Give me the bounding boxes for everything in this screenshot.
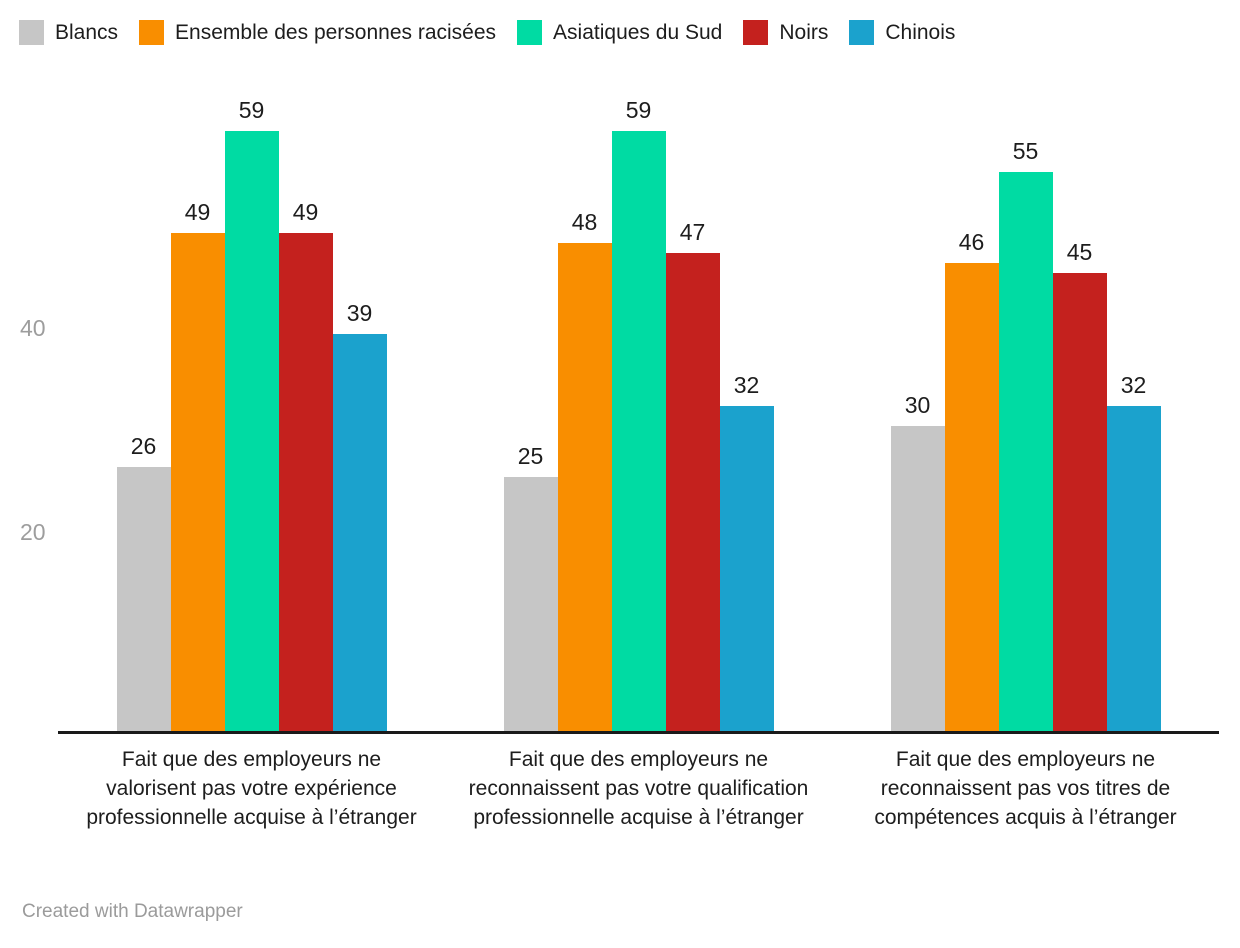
bar-wrap: 59	[611, 97, 666, 731]
bar-wrap: 32	[1106, 372, 1161, 731]
legend-swatch-icon	[19, 20, 44, 45]
legend-label: Chinois	[885, 20, 956, 44]
bar-wrap: 30	[890, 392, 945, 731]
bar-wrap: 49	[170, 199, 225, 731]
bar-group: 26 49 59 49 39	[58, 97, 445, 731]
bar-Blancs	[116, 467, 171, 731]
bar-value-label: 32	[1120, 372, 1147, 398]
plot-area: 26 49 59 49 39 25 48 59 47 32 30 46 55 45 32	[58, 97, 1219, 734]
bar-value-label: 39	[346, 300, 373, 326]
legend-item: Noirs	[743, 20, 828, 45]
bar-Ensemble des personnes racisées	[170, 233, 225, 731]
bar-value-label: 26	[130, 433, 157, 459]
bar-Noirs	[665, 253, 720, 731]
bar-wrap: 59	[224, 97, 279, 731]
bar-value-label: 46	[958, 229, 985, 255]
category-label-text: Fait que des employeurs ne reconnaissent…	[874, 748, 1177, 829]
bar-Blancs	[890, 426, 945, 731]
legend-item: Asiatiques du Sud	[517, 20, 722, 45]
bar-group: 25 48 59 47 32	[445, 97, 832, 731]
category-label: Fait que des employeurs ne reconnaissent…	[832, 745, 1219, 832]
bar-wrap: 39	[332, 300, 387, 731]
bar-value-label: 49	[292, 199, 319, 225]
chart-legend: Blancs Ensemble des personnes racisées Asi…	[19, 20, 955, 45]
legend-swatch-icon	[517, 20, 543, 45]
bar-wrap: 32	[719, 372, 774, 731]
bar-wrap: 48	[557, 209, 612, 731]
category-label-text: Fait que des employeurs ne reconnaissent…	[468, 748, 809, 829]
y-axis-tick-label: 20	[20, 518, 46, 545]
category-label: Fait que des employeurs ne valorisent pa…	[58, 745, 445, 832]
bar-value-label: 25	[517, 443, 544, 469]
bar-Chinois	[332, 334, 387, 731]
bar-Asiatiques du Sud	[611, 131, 666, 731]
legend-label: Noirs	[779, 20, 829, 44]
category-label: Fait que des employeurs ne reconnaissent…	[445, 745, 832, 832]
bar-wrap: 47	[665, 219, 720, 731]
x-axis-category-labels: Fait que des employeurs ne valorisent pa…	[58, 745, 1219, 832]
bar-value-label: 32	[733, 372, 760, 398]
bar-group: 30 46 55 45 32	[832, 131, 1219, 731]
category-label-text: Fait que des employeurs ne valorisent pa…	[86, 748, 417, 829]
bar-value-label: 45	[1066, 239, 1093, 265]
legend-swatch-icon	[743, 20, 769, 45]
bar-Ensemble des personnes racisées	[557, 243, 612, 731]
bar-Blancs	[503, 477, 558, 731]
bar-Noirs	[1052, 273, 1107, 731]
bar-wrap: 26	[116, 433, 171, 731]
bar-Asiatiques du Sud	[224, 131, 279, 731]
bar-Noirs	[278, 233, 333, 731]
bar-value-label: 48	[571, 209, 598, 235]
y-axis-tick-label: 40	[20, 315, 46, 342]
bar-Asiatiques du Sud	[998, 172, 1053, 731]
bar-value-label: 55	[1012, 138, 1039, 164]
legend-swatch-icon	[139, 20, 165, 45]
credit-line: Created with Datawrapper	[22, 901, 243, 922]
bar-value-label: 30	[904, 392, 931, 418]
legend-swatch-icon	[849, 20, 875, 45]
bar-wrap: 46	[944, 229, 999, 731]
bar-wrap: 45	[1052, 239, 1107, 731]
bar-value-label: 59	[238, 97, 265, 123]
legend-label: Asiatiques du Sud	[553, 20, 723, 44]
bar-Ensemble des personnes racisées	[944, 263, 999, 731]
legend-label: Blancs	[55, 20, 119, 44]
bar-value-label: 47	[679, 219, 706, 245]
bar-value-label: 59	[625, 97, 652, 123]
bar-wrap: 49	[278, 199, 333, 731]
bar-wrap: 25	[503, 443, 558, 731]
bar-value-label: 49	[184, 199, 211, 225]
bar-Chinois	[719, 406, 774, 731]
legend-item: Blancs	[19, 20, 118, 45]
legend-item: Chinois	[849, 20, 955, 45]
legend-label: Ensemble des personnes racisées	[175, 20, 497, 44]
bar-Chinois	[1106, 406, 1161, 731]
legend-item: Ensemble des personnes racisées	[139, 20, 496, 45]
bar-wrap: 55	[998, 138, 1053, 731]
